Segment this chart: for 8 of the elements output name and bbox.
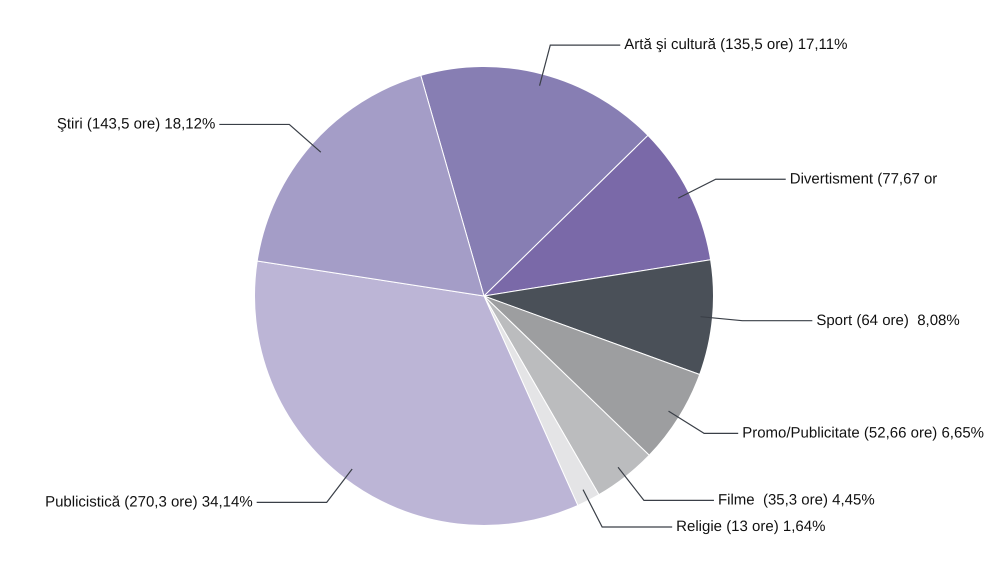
slice-label: Religie (13 ore) 1,64% xyxy=(676,518,826,536)
slice-label: Publicistică (270,3 ore) 34,14% xyxy=(45,494,253,511)
slice-label: Divertisment (77,67 or xyxy=(790,170,938,188)
slice-label: Promo/Publicitate (52,66 ore) 6,65% xyxy=(742,424,984,442)
slice-label: Ştiri (143,5 ore) 18,12% xyxy=(56,116,216,133)
slice-label: Sport (64 ore) 8,08% xyxy=(816,312,960,329)
slice-label: Filme (35,3 ore) 4,45% xyxy=(718,491,875,508)
slice-label: Artă şi cultură (135,5 ore) 17,11% xyxy=(624,36,848,54)
